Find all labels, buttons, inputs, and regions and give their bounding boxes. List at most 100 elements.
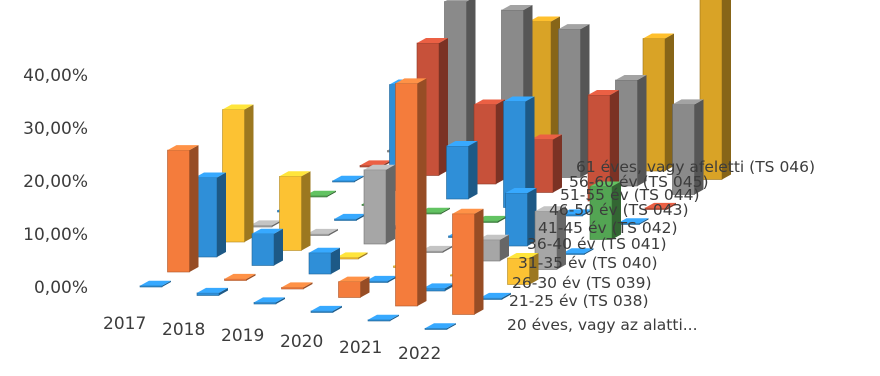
bar-front (253, 302, 277, 305)
bar-front (139, 285, 163, 288)
bar-side (447, 323, 456, 330)
bar-top (643, 33, 674, 39)
y-tick-label: 30,00% (23, 119, 88, 139)
bar (363, 164, 395, 245)
series-axis-label: 51-55 év (TS 044) (560, 186, 700, 204)
bar-front (334, 218, 357, 221)
bar-top (250, 220, 281, 226)
bar-top (535, 206, 566, 212)
bar-side (329, 228, 338, 236)
bar-top (505, 188, 537, 193)
bar-side (551, 16, 560, 154)
bar-top (421, 245, 452, 251)
bar (334, 213, 366, 221)
bar-top (425, 323, 456, 329)
bar-top (672, 99, 704, 105)
bar (196, 287, 228, 296)
bar (418, 207, 450, 215)
bar-side (502, 292, 511, 300)
bar-side (441, 207, 450, 214)
x-tick-label: 2018 (162, 320, 205, 340)
bar-front (332, 180, 355, 183)
bar-top (417, 38, 448, 43)
bar (139, 280, 171, 288)
y-tick-label: 20,00% (23, 172, 88, 192)
bar-side (162, 280, 171, 287)
bar-top (332, 175, 364, 181)
bar-top (309, 247, 340, 253)
bar-front (338, 281, 361, 298)
bar (310, 305, 342, 313)
bar-front (452, 213, 475, 315)
series-axis-label: 20 éves, vagy az alatti... (507, 316, 698, 334)
bar (306, 228, 338, 236)
bar (338, 276, 370, 298)
bar-side (500, 234, 509, 261)
bar (534, 206, 566, 270)
bar (332, 175, 364, 183)
bar-side (527, 188, 537, 246)
bar-front (308, 252, 332, 275)
bar (281, 282, 313, 290)
bar-top (311, 305, 342, 311)
bar-top (558, 24, 590, 30)
bar-side (331, 247, 340, 274)
bar (222, 104, 254, 243)
bar-top (252, 228, 283, 234)
bar-top (590, 181, 621, 187)
bar-side (612, 181, 621, 240)
bar-top (507, 253, 539, 258)
bar-side (219, 287, 228, 296)
bar-side (443, 245, 452, 253)
bar-side (468, 141, 478, 199)
bar (530, 134, 562, 193)
bar-top (281, 282, 313, 288)
bar-front (251, 233, 275, 266)
bar-top (195, 172, 226, 178)
bar-top (452, 208, 484, 214)
bar-top (222, 104, 254, 110)
bar-front (363, 169, 387, 245)
bar (424, 323, 456, 330)
bar-side (722, 0, 731, 180)
bar-top (395, 78, 427, 84)
bar-top (476, 215, 507, 221)
bar-top (254, 297, 285, 303)
bar-top (224, 273, 256, 279)
bar-side (417, 78, 427, 307)
bar-top (338, 276, 370, 282)
bar-top (446, 141, 478, 146)
bar (420, 245, 452, 253)
x-tick-label: 2019 (221, 326, 264, 346)
bar-side (301, 171, 311, 251)
bar (589, 181, 621, 240)
bar (444, 0, 476, 161)
bar-side (639, 218, 649, 225)
bar-side (667, 202, 676, 210)
bar-top (167, 145, 199, 151)
bar (587, 90, 619, 202)
bar-side (498, 215, 507, 223)
y-tick-label: 0,00% (34, 278, 88, 298)
bar-side (580, 24, 590, 178)
bar-side (694, 99, 704, 195)
bar-front (424, 327, 448, 330)
bar-side (496, 99, 505, 184)
bar (642, 33, 674, 172)
bar-top (334, 213, 366, 219)
bar-top (645, 202, 676, 208)
bar (672, 99, 704, 195)
bar-front (367, 319, 391, 322)
bar-side (439, 38, 448, 176)
bar (505, 188, 537, 247)
bar-top (474, 99, 505, 105)
y-tick-label: 10,00% (23, 225, 88, 245)
bar-top (307, 228, 338, 234)
bar-top (478, 234, 509, 240)
bar-top (560, 209, 592, 215)
bar-top (480, 292, 511, 298)
bar (365, 275, 397, 283)
bar-top (366, 275, 397, 281)
bar-side (525, 96, 535, 208)
